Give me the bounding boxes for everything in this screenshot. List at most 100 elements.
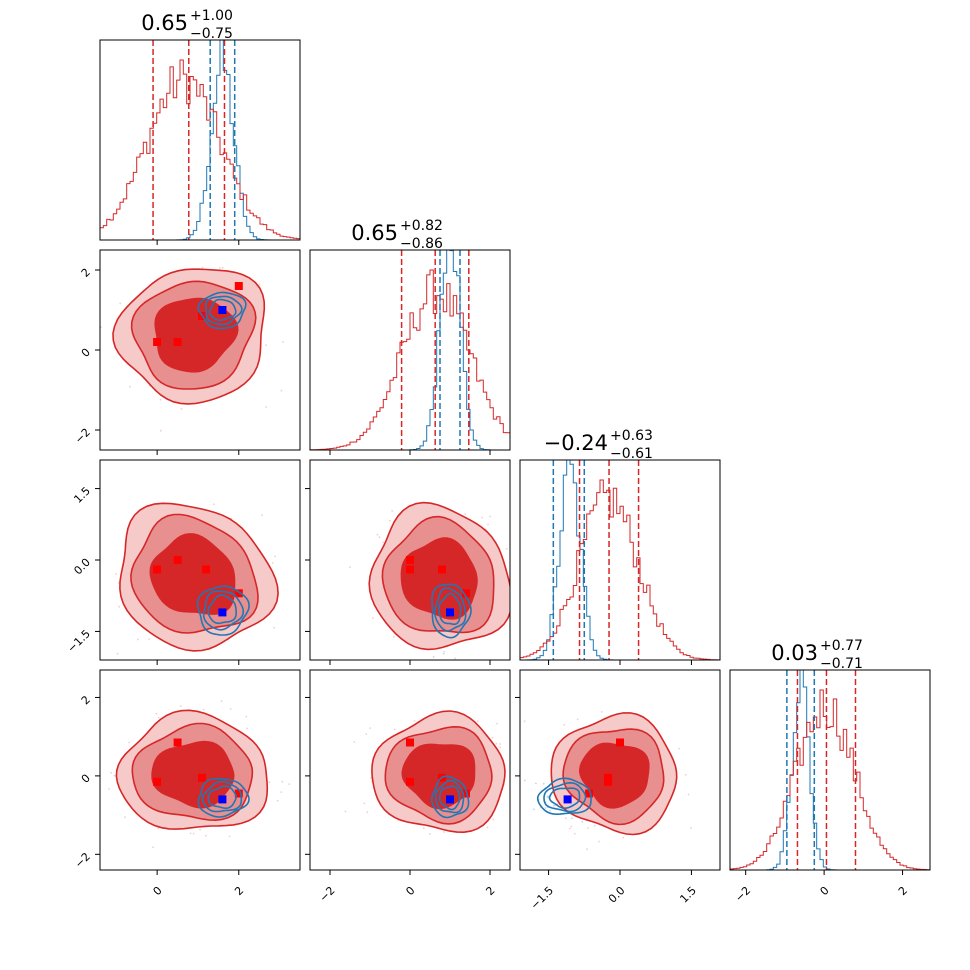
scatter-red-point xyxy=(179,705,182,707)
red-contour-level-2 xyxy=(400,537,478,620)
xtick-label-2: −1.5 xyxy=(528,884,556,912)
diag-panel-2 xyxy=(520,460,720,660)
blue-contour-level-0 xyxy=(197,777,250,818)
scatter-red-point xyxy=(265,406,267,408)
scatter-red-point xyxy=(573,832,576,835)
scatter-red-point xyxy=(514,783,516,785)
scatter-red-point xyxy=(422,827,425,829)
blue-marker xyxy=(563,795,572,804)
blue-contour-level-1 xyxy=(205,295,243,326)
hist-red-3 xyxy=(730,689,930,870)
panel-2d-0-3 xyxy=(108,700,291,849)
blue-contour-level-2 xyxy=(438,592,462,626)
scatter-red-point xyxy=(95,569,97,571)
title-minus-1: −0.86 xyxy=(400,236,443,252)
blue-contour-level-2 xyxy=(207,594,237,625)
scatter-red-point xyxy=(180,408,183,410)
scatter-red-point xyxy=(213,503,215,506)
title-plus-1: +0.82 xyxy=(400,218,443,234)
title-plus-3: +0.77 xyxy=(820,638,863,654)
scatter-red-point xyxy=(687,793,690,796)
scatter-red-point xyxy=(521,780,523,782)
scatter-red-point xyxy=(600,711,603,713)
red-marker-2 xyxy=(202,565,211,574)
hist-red-1 xyxy=(310,269,510,450)
scatter-red-point xyxy=(499,743,501,745)
red-contour-level-2 xyxy=(578,742,650,809)
scatter-red-point xyxy=(129,385,131,388)
red-marker-3 xyxy=(234,589,243,598)
scatter-blue-point xyxy=(442,652,445,655)
scatter-red-point xyxy=(229,708,232,710)
scatter-red-point xyxy=(491,736,494,739)
scatter-red-point xyxy=(492,818,495,821)
scatter-red-point xyxy=(159,429,162,432)
panel-2d-1-3 xyxy=(344,710,523,835)
scatter-red-point xyxy=(280,389,283,392)
scatter-red-point xyxy=(117,582,120,584)
scatter-red-point xyxy=(586,848,588,851)
title-plus-0: +1.00 xyxy=(190,8,233,24)
scatter-red-point xyxy=(221,266,224,269)
scatter-blue-point xyxy=(570,817,573,820)
red-contour-level-2 xyxy=(149,533,236,615)
scatter-red-point xyxy=(220,700,223,703)
blue-marker xyxy=(446,608,454,617)
scatter-blue-point xyxy=(549,810,551,812)
scatter-red-point xyxy=(393,728,396,731)
scatter-red-point xyxy=(174,698,176,700)
scatter-red-point xyxy=(271,562,274,564)
scatter-red-point xyxy=(201,266,204,269)
scatter-red-point xyxy=(116,652,119,655)
scatter-red-point xyxy=(282,341,284,343)
scatter-red-point xyxy=(495,742,498,745)
diag-frame-1 xyxy=(309,249,511,451)
blue-contour-level-0 xyxy=(431,583,472,639)
blue-contour-level-1 xyxy=(201,780,243,813)
scatter-blue-point xyxy=(535,782,537,785)
title-value-0: 0.65 xyxy=(141,11,188,35)
scatter-red-point xyxy=(258,283,261,286)
scatter-blue-point xyxy=(581,820,584,823)
scatter-red-point xyxy=(576,718,579,721)
red-marker-1 xyxy=(173,556,182,564)
red-marker-0 xyxy=(616,738,624,747)
scatter-red-point xyxy=(108,788,110,790)
xtick-label-3: −2 xyxy=(733,884,754,905)
scatter-red-point xyxy=(246,727,249,730)
title-value-1: 0.65 xyxy=(351,221,398,245)
scatter-red-point xyxy=(382,541,384,544)
red-marker-4 xyxy=(234,282,243,290)
scatter-red-point xyxy=(274,555,276,558)
scatter-red-point xyxy=(678,747,680,750)
red-contour-level-2 xyxy=(154,297,239,373)
scatter-red-point xyxy=(124,816,126,818)
hist-blue-0 xyxy=(100,40,300,240)
ytick-label-1: 0 xyxy=(79,346,93,360)
panel-2d-2-3 xyxy=(523,711,692,851)
panel-2d-1-2 xyxy=(349,501,510,676)
scatter-red-point xyxy=(344,810,347,813)
scatter-blue-point xyxy=(552,804,555,807)
diag-panel-1 xyxy=(310,250,510,450)
scatter-blue-point xyxy=(544,807,547,809)
scatter-red-point xyxy=(137,638,139,641)
blue-contour-level-0 xyxy=(196,585,250,636)
red-marker-3 xyxy=(462,589,470,598)
red-marker-0 xyxy=(153,777,162,786)
red-marker-2 xyxy=(438,565,446,574)
scatter-red-point xyxy=(115,573,117,575)
blue-contour-level-2 xyxy=(208,298,237,322)
scatter-red-point xyxy=(425,674,427,676)
scatter-red-point xyxy=(202,708,205,711)
panel-2d-0-2 xyxy=(95,502,300,700)
blue-marker xyxy=(446,795,454,804)
hist-blue-3 xyxy=(730,670,930,870)
xtick-label-1: 2 xyxy=(483,884,497,898)
blue-marker xyxy=(218,795,227,804)
title-value-3: 0.03 xyxy=(771,641,818,665)
scatter-red-point xyxy=(199,828,202,831)
scatter-red-point xyxy=(268,781,271,784)
blue-contour-level-1 xyxy=(434,779,465,814)
scatter-red-point xyxy=(118,605,121,608)
